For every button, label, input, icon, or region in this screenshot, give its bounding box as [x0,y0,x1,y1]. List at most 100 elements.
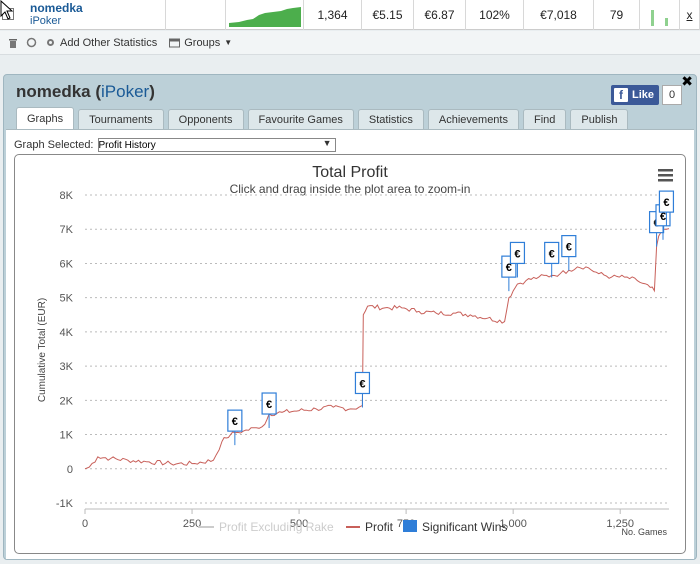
tab-favourite-games[interactable]: Favourite Games [247,109,354,129]
groups-icon [169,38,181,47]
tab-statistics[interactable]: Statistics [357,109,424,129]
tab-achievements[interactable]: Achievements [427,109,519,129]
tab-graphs[interactable]: Graphs [16,107,75,129]
x-tick-label: 250 [183,518,201,530]
profit-line [84,228,670,470]
player-name-link[interactable]: nomedka [30,1,83,15]
add-other-statistics-label: Add Other Statistics [60,36,158,49]
facebook-like: f Like 0 [610,85,682,105]
series-layer [84,228,670,470]
marker-euro-label: € [266,399,272,411]
marker-euro-label: € [506,262,512,274]
tab-bar: Graphs Tournaments Opponents Favourite G… [16,107,632,129]
legend-label-profit: Profit [365,520,394,534]
chart-container[interactable]: Total Profit Click and drag inside the p… [14,154,686,554]
significant-win-marker: € [227,409,243,446]
x-tick-label: 1,250 [606,518,634,530]
sparkline [228,7,301,27]
legend-label-significant-wins: Significant Wins [422,520,507,534]
add-other-statistics-button[interactable]: Add Other Statistics [45,37,157,49]
tab-find[interactable]: Find [522,109,567,129]
hands-cell: 1,364 [304,0,362,30]
y-axis-label: Cumulative Total (EUR) [37,298,48,402]
y-tick-label: 0 [67,464,73,476]
tab-publish[interactable]: Publish [570,109,629,129]
significant-wins-layer: €€€€€€€€€€ [227,190,675,446]
stat1-cell: €5.15 [362,0,414,30]
chart-title: Total Profit [312,164,388,181]
facebook-like-label: Like [631,89,654,101]
significant-win-marker: € [658,190,675,227]
profit-cell: €7,018 [524,0,594,30]
x-tick-label: 1,000 [499,518,527,530]
marker-flag [544,241,560,265]
panel-network-link[interactable]: iPoker [101,82,150,101]
close-icon[interactable]: ✖ [681,73,693,89]
legend: Profit Excluding Rake Profit Significant W… [198,520,507,534]
refresh-icon [26,37,37,48]
x-axis-label: No. Games [621,527,667,537]
stat5-cell: 79 [594,0,640,30]
y-tick-label: 8K [60,190,74,202]
marker-euro-label: € [663,197,669,209]
mini-bar-chart [650,10,668,26]
blank-cell [166,0,226,30]
refresh-button[interactable] [26,37,37,48]
marker-flag [561,234,577,258]
marker-flag [261,392,277,415]
significant-win-marker: € [544,241,560,278]
marker-euro-label: € [549,248,555,260]
y-tick-label: 6K [60,258,74,270]
marker-euro-label: € [232,416,238,428]
y-tick-label: 2K [60,395,74,407]
marker-euro-label: € [566,242,572,254]
stat2-cell: €6.87 [414,0,466,30]
marker-euro-label: € [359,378,365,390]
significant-win-marker: € [509,241,526,278]
marker-euro-label: € [514,248,520,260]
significant-win-marker: € [561,234,577,271]
sparkline-cell [226,0,304,30]
delete-button[interactable] [8,37,18,48]
x-tick-label: 0 [82,518,88,530]
player-cell: nomedka iPoker [0,0,166,30]
marker-flag [354,371,371,395]
tab-tournaments[interactable]: Tournaments [78,109,164,129]
tab-content: Graph Selected: Profit History ▼ Total P… [6,129,694,559]
chevron-down-icon: ▼ [224,38,233,47]
marker-flag [227,409,243,432]
player-network-link[interactable]: iPoker [30,15,62,27]
profit-chart[interactable]: Total Profit Click and drag inside the p… [15,155,685,553]
significant-win-marker: € [354,371,371,408]
marker-flag [658,190,675,213]
y-tick-label: 5K [60,293,74,305]
gear-icon [47,39,54,46]
marker-flag [509,241,526,265]
hamburger-menu-icon[interactable] [658,169,673,182]
y-tick-label: -1K [56,498,74,510]
expand-link[interactable]: x [680,0,700,30]
marker-euro-label: € [660,211,666,223]
facebook-like-count: 0 [662,85,682,105]
y-tick-label: 1K [60,430,74,442]
facebook-icon: f [613,88,628,102]
graph-select[interactable]: Profit History [97,138,336,152]
panel-title: nomedka (iPoker) [16,82,155,101]
mini-bar-cell [640,0,680,30]
stats-row: nomedka iPoker 1,364 €5.15 €6.87 102% €7… [0,0,700,30]
roi-cell: 102% [466,0,524,30]
y-tick-label: 4K [60,327,74,339]
chart-subtitle: Click and drag inside the plot area to z… [230,182,471,196]
facebook-like-button[interactable]: f Like [610,85,659,105]
toolbar: Add Other Statistics Groups ▼ [0,31,700,55]
legend-swatch-significant-wins [403,520,417,532]
groups-button[interactable]: Groups ▼ [169,37,232,49]
legend-label-profit-excl-rake: Profit Excluding Rake [219,520,334,534]
y-tick-label: 7K [60,224,74,236]
graph-selected-label: Graph Selected: [14,139,94,151]
x-tick-label: 500 [290,518,308,530]
player-panel: ✖ nomedka (iPoker) f Like 0 Graphs Tourn… [3,73,697,560]
grid [85,194,669,504]
tab-opponents[interactable]: Opponents [167,109,244,129]
y-axis: -1K 0 1K 2K 3K 4K 5K 6K 7K 8K [56,190,74,510]
